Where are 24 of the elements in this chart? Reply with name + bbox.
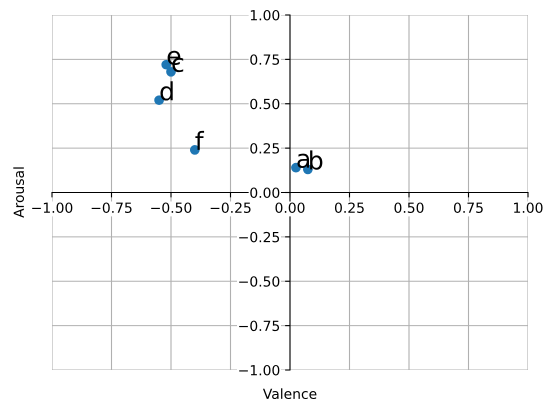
x-tick-label: 0.00 [275, 202, 305, 213]
annotation: a [297, 154, 309, 168]
y-tick-label: 0.00 [250, 187, 280, 198]
annotation: d [160, 81, 173, 101]
x-tick-label: −0.25 [210, 202, 251, 213]
x-tick-label: −0.75 [92, 202, 132, 213]
y-tick-label: −0.50 [239, 276, 280, 287]
x-tick-label: 0.50 [394, 202, 424, 213]
x-tick-label: 0.75 [454, 202, 483, 213]
x-tick-label: 1.00 [514, 202, 543, 213]
y-tick-label: −0.25 [239, 232, 280, 242]
x-tick-label: −1.00 [32, 202, 72, 213]
x-tick-label: −0.50 [151, 202, 192, 213]
y-tick-label: −1.00 [239, 364, 280, 376]
y-tick-label: 1.00 [250, 10, 280, 20]
y-axis-title: Arousal [13, 167, 24, 218]
annotation: f [195, 130, 204, 150]
y-tick-label: 0.50 [250, 98, 280, 110]
y-tick-label: 0.75 [250, 54, 280, 65]
x-axis-title: Valence [262, 388, 316, 400]
annotation: b [310, 150, 322, 170]
y-tick-label: 0.25 [250, 143, 280, 154]
y-tick-label: −0.75 [239, 320, 280, 332]
x-tick-label: 0.25 [334, 202, 364, 213]
